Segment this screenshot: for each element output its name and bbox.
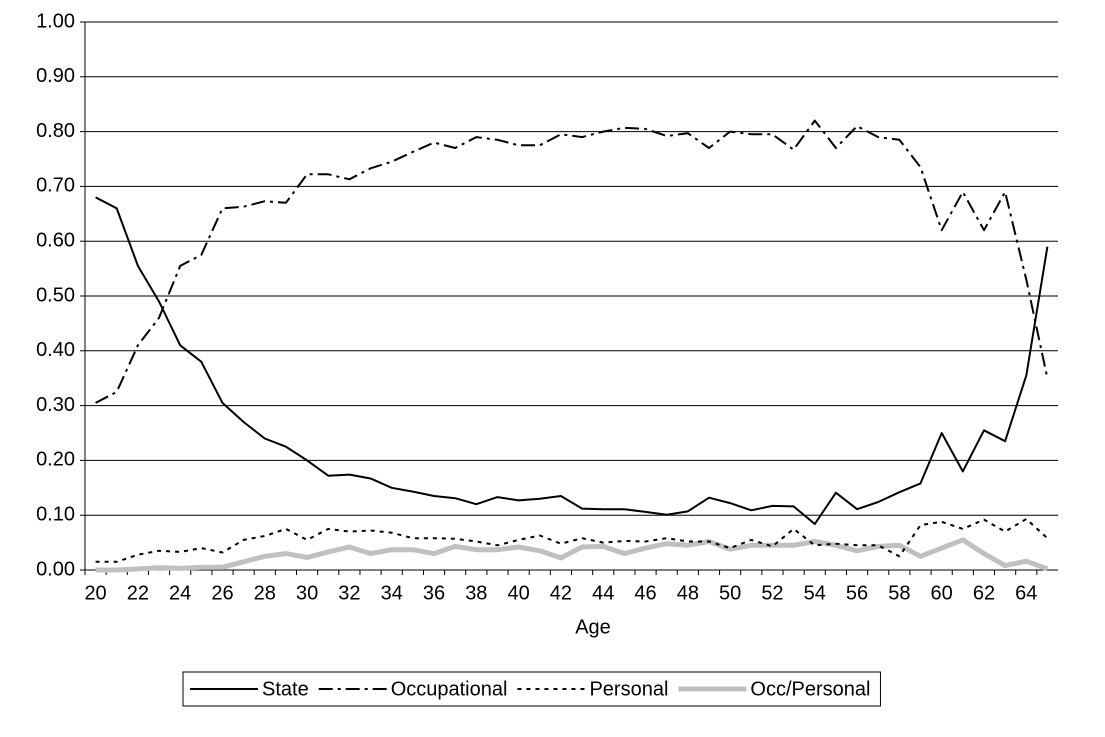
legend-label: Occ/Personal [750,678,870,700]
x-tick-label: 36 [423,582,445,604]
x-tick-label: 30 [296,582,318,604]
x-tick-label: 44 [592,582,614,604]
x-axis-title: Age [575,616,611,638]
x-tick-label: 52 [761,582,783,604]
y-tick-label: 0.70 [36,175,75,197]
series-line [95,119,1049,404]
legend-label: Personal [589,678,668,700]
y-tick-label: 0.20 [36,449,75,471]
legend-label: State [262,678,309,700]
x-tick-label: 56 [846,582,868,604]
x-tick-label: 60 [931,582,953,604]
y-tick-label: 0.00 [36,558,75,580]
x-tick-label: 26 [211,582,233,604]
x-tick-label: 50 [719,582,741,604]
x-tick-label: 58 [888,582,910,604]
x-tick-label: 20 [84,582,106,604]
x-tick-label: 24 [169,582,191,604]
x-tick-label: 64 [1015,582,1037,604]
y-tick-label: 0.30 [36,394,75,416]
x-tick-label: 28 [254,582,276,604]
y-tick-label: 0.40 [36,339,75,361]
legend-label: Occupational [391,678,508,700]
x-tick-label: 42 [550,582,572,604]
x-tick-label: 38 [465,582,487,604]
y-tick-label: 0.10 [36,503,75,525]
x-tick-label: 34 [381,582,403,604]
y-tick-label: 0.50 [36,284,75,306]
x-tick-label: 40 [507,582,529,604]
x-tick-label: 46 [634,582,656,604]
legend-box [182,671,881,707]
x-tick-label: 22 [127,582,149,604]
y-tick-label: 0.80 [36,120,75,142]
series-line [95,537,1049,573]
y-tick-label: 0.60 [36,229,75,251]
series-line [95,196,1049,525]
series-line [95,518,1049,563]
x-tick-label: 54 [804,582,826,604]
x-tick-label: 62 [973,582,995,604]
y-tick-label: 0.90 [36,65,75,87]
y-tick-label: 1.00 [36,10,75,32]
x-tick-label: 48 [677,582,699,604]
x-tick-label: 32 [338,582,360,604]
